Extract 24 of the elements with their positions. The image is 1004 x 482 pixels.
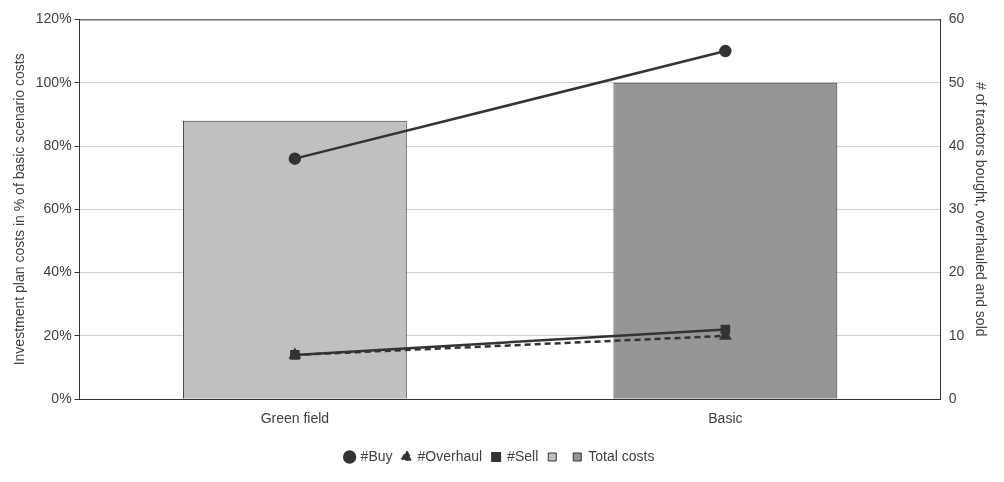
y-axis-title: Investment plan costs in % of basic scenario costs [11, 53, 28, 366]
y2-tick-label: 50 [948, 73, 965, 90]
legend-label: #Overhaul [417, 447, 483, 464]
x-tick-label: Basic [708, 410, 743, 427]
y-tick-label: 20% [43, 326, 72, 343]
y-tick-label: 0% [51, 390, 72, 407]
y2-tick-label: 30 [948, 200, 965, 217]
legend-label: #Buy [360, 447, 393, 464]
y2-axis-title: # of tractors bought, overhauled and sold [972, 82, 989, 337]
y-tick-label: 80% [43, 136, 72, 153]
point [719, 44, 732, 58]
y-tick-label: 40% [43, 263, 72, 280]
legend-label: Total costs [588, 447, 655, 464]
y2-tick-label: 60 [948, 10, 965, 27]
x-tick-label: Green field [260, 410, 330, 427]
point [288, 152, 302, 165]
y2-tick-label: 0 [948, 390, 957, 407]
y2-tick-label: 10 [948, 326, 965, 343]
y-tick-label: 100% [35, 73, 72, 90]
y2-tick-label: 20 [948, 263, 965, 280]
y-tick-label: 120% [35, 10, 72, 27]
y2-tick-label: 40 [948, 136, 965, 153]
y-tick-label: 60% [43, 200, 72, 217]
legend-label: #Sell [507, 447, 539, 464]
